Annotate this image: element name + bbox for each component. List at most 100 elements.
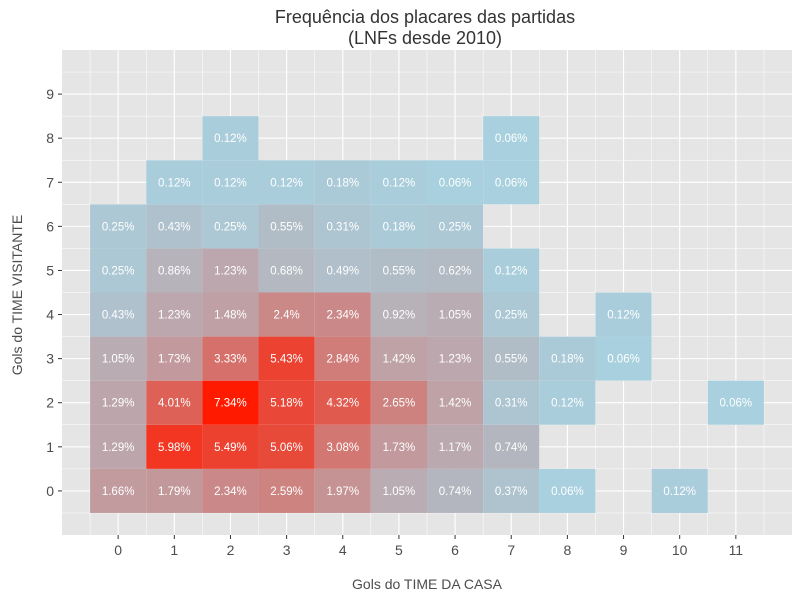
heatmap-cell <box>539 380 596 425</box>
x-tick-label: 6 <box>451 542 459 558</box>
x-axis-title: Gols do TIME DA CASA <box>352 576 503 592</box>
cell-label: 1.23% <box>214 265 247 277</box>
cell-label: 3.08% <box>326 442 359 454</box>
cell-label: 1.23% <box>158 310 191 322</box>
y-tick-label: 1 <box>46 439 54 455</box>
heatmap-cell <box>258 160 315 205</box>
cell-label: 0.06% <box>439 177 472 189</box>
chart-subtitle: (LNFs desde 2010) <box>348 28 502 48</box>
heatmap-cell <box>314 160 371 205</box>
heatmap-cell <box>146 468 203 513</box>
cell-label: 1.73% <box>383 442 416 454</box>
cell-label: 1.73% <box>158 354 191 366</box>
heatmap-cell <box>370 292 427 337</box>
cell-label: 5.06% <box>270 442 303 454</box>
heatmap-cell <box>314 336 371 381</box>
cell-label: 0.06% <box>495 133 528 145</box>
x-tick-label: 3 <box>283 542 291 558</box>
cell-label: 0.49% <box>326 265 359 277</box>
heatmap-cell <box>202 248 259 293</box>
cell-label: 2.34% <box>214 486 247 498</box>
cell-label: 0.06% <box>720 398 753 410</box>
cell-label: 0.55% <box>383 265 416 277</box>
heatmap-cell <box>202 116 259 161</box>
heatmap-cell <box>146 380 203 425</box>
heatmap-cell <box>146 336 203 381</box>
heatmap-cell <box>90 204 147 249</box>
heatmap-cell <box>314 468 371 513</box>
heatmap-cell <box>483 160 540 205</box>
cell-label: 0.62% <box>439 265 472 277</box>
cell-label: 0.74% <box>495 442 528 454</box>
heatmap-cell <box>146 292 203 337</box>
heatmap-cell <box>90 248 147 293</box>
cell-label: 0.12% <box>383 177 416 189</box>
cell-label: 2.59% <box>270 486 303 498</box>
cell-label: 5.49% <box>214 442 247 454</box>
cell-labels: 1.66% 1.79% 2.34% 2.59% 1.97% 1.05% 0.74% 0.37%… <box>102 133 752 498</box>
heatmap-cell <box>258 424 315 469</box>
cell-label: 1.42% <box>439 398 472 410</box>
heatmap-cell <box>258 336 315 381</box>
heatmap-cell <box>651 468 708 513</box>
cell-label: 5.18% <box>270 398 303 410</box>
cell-label: 1.42% <box>383 354 416 366</box>
cell-label: 1.48% <box>214 310 247 322</box>
x-tick-label: 11 <box>729 542 744 558</box>
cell-label: 1.97% <box>326 486 359 498</box>
heatmap-cell <box>202 160 259 205</box>
heatmap-cell <box>314 204 371 249</box>
x-tick-label: 4 <box>339 542 347 558</box>
cell-label: 0.18% <box>551 354 584 366</box>
heatmap-cell <box>595 336 652 381</box>
cell-label: 0.74% <box>439 486 472 498</box>
heatmap-cell <box>202 336 259 381</box>
cell-label: 0.06% <box>495 177 528 189</box>
heatmap-cell <box>202 424 259 469</box>
y-axis: 0 1 2 3 4 5 6 7 8 9 <box>46 86 62 499</box>
cell-label: 1.17% <box>439 442 472 454</box>
heatmap-cell <box>146 424 203 469</box>
heatmap-cell <box>202 468 259 513</box>
heatmap-cell <box>539 468 596 513</box>
x-tick-label: 5 <box>395 542 403 558</box>
cell-label: 0.25% <box>439 221 472 233</box>
heatmap-cell <box>202 204 259 249</box>
cell-label: 7.34% <box>214 398 247 410</box>
y-tick-label: 7 <box>46 174 54 190</box>
heatmap-cell <box>258 380 315 425</box>
heatmap-cell <box>539 336 596 381</box>
y-tick-label: 9 <box>46 86 54 102</box>
heatmap-cell <box>314 380 371 425</box>
cell-label: 0.06% <box>551 486 584 498</box>
cell-label: 0.68% <box>270 265 303 277</box>
heatmap-cell <box>370 380 427 425</box>
cell-label: 0.25% <box>102 265 135 277</box>
heatmap-cell <box>90 292 147 337</box>
heatmap-cell <box>595 292 652 337</box>
cell-label: 0.43% <box>158 221 191 233</box>
y-tick-label: 6 <box>46 218 54 234</box>
cell-label: 2.65% <box>383 398 416 410</box>
heatmap-cell <box>314 424 371 469</box>
heatmap-cell <box>483 116 540 161</box>
cell-label: 0.12% <box>663 486 696 498</box>
y-tick-label: 0 <box>46 483 54 499</box>
cell-label: 4.32% <box>326 398 359 410</box>
cell-label: 0.86% <box>158 265 191 277</box>
cell-label: 0.06% <box>607 354 640 366</box>
heatmap-cell <box>370 204 427 249</box>
heatmap-cell <box>370 336 427 381</box>
cell-label: 1.29% <box>102 442 135 454</box>
heatmap-cell <box>146 248 203 293</box>
x-tick-label: 10 <box>672 542 688 558</box>
heatmap-cell <box>707 380 764 425</box>
cell-label: 4.01% <box>158 398 191 410</box>
heatmap-cell <box>90 468 147 513</box>
cell-label: 0.92% <box>383 310 416 322</box>
heatmap-cell <box>258 248 315 293</box>
heatmap-cell <box>314 292 371 337</box>
heatmap-cell <box>483 248 540 293</box>
cell-label: 0.55% <box>495 354 528 366</box>
x-tick-label: 9 <box>620 542 628 558</box>
